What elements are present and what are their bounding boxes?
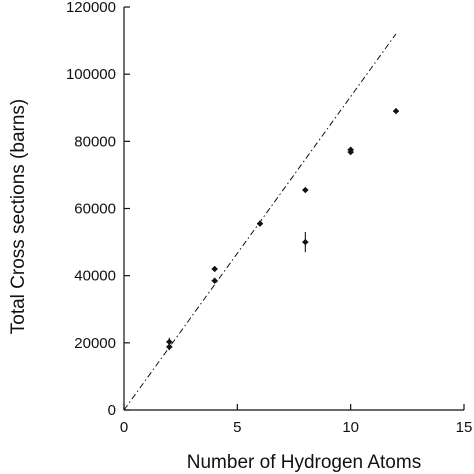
y-tick-label: 40000: [74, 268, 116, 285]
y-tick-label: 120000: [66, 0, 116, 16]
data-point: [211, 277, 218, 284]
point-marker: [211, 265, 218, 273]
axes-layer: [123, 7, 464, 411]
y-tick-label: 80000: [74, 133, 116, 150]
point-marker: [211, 277, 218, 284]
data-point: [211, 265, 218, 273]
data-point: [392, 107, 400, 115]
point-marker: [166, 338, 173, 346]
point-marker: [166, 343, 173, 351]
y-tick-label: 0: [108, 402, 116, 419]
y-tick-label: 100000: [66, 66, 116, 83]
point-marker: [347, 148, 354, 156]
y-tick-label: 20000: [74, 335, 116, 352]
x-axis-title: Number of Hydrogen Atoms: [187, 452, 421, 473]
data-point: [302, 232, 309, 253]
x-tick-label: 10: [342, 419, 359, 436]
x-tick-label: 0: [120, 419, 128, 436]
point-marker: [302, 238, 309, 246]
point-marker: [392, 107, 400, 115]
point-marker: [256, 220, 264, 227]
x-tick-label: 15: [456, 419, 473, 436]
data-point: [302, 186, 309, 194]
y-tick-label: 60000: [74, 201, 116, 218]
data-point: [166, 337, 173, 346]
data-points-layer: [166, 107, 400, 351]
data-point: [347, 148, 354, 156]
ticks-layer: 0 20000 40000 60000 80000 100000 120000 0 5 10 15: [66, 0, 472, 436]
x-tick-label: 5: [233, 419, 241, 436]
y-axis-title: Total Cross sections (barns): [8, 99, 29, 334]
data-point: [256, 220, 264, 227]
point-marker: [302, 186, 309, 194]
